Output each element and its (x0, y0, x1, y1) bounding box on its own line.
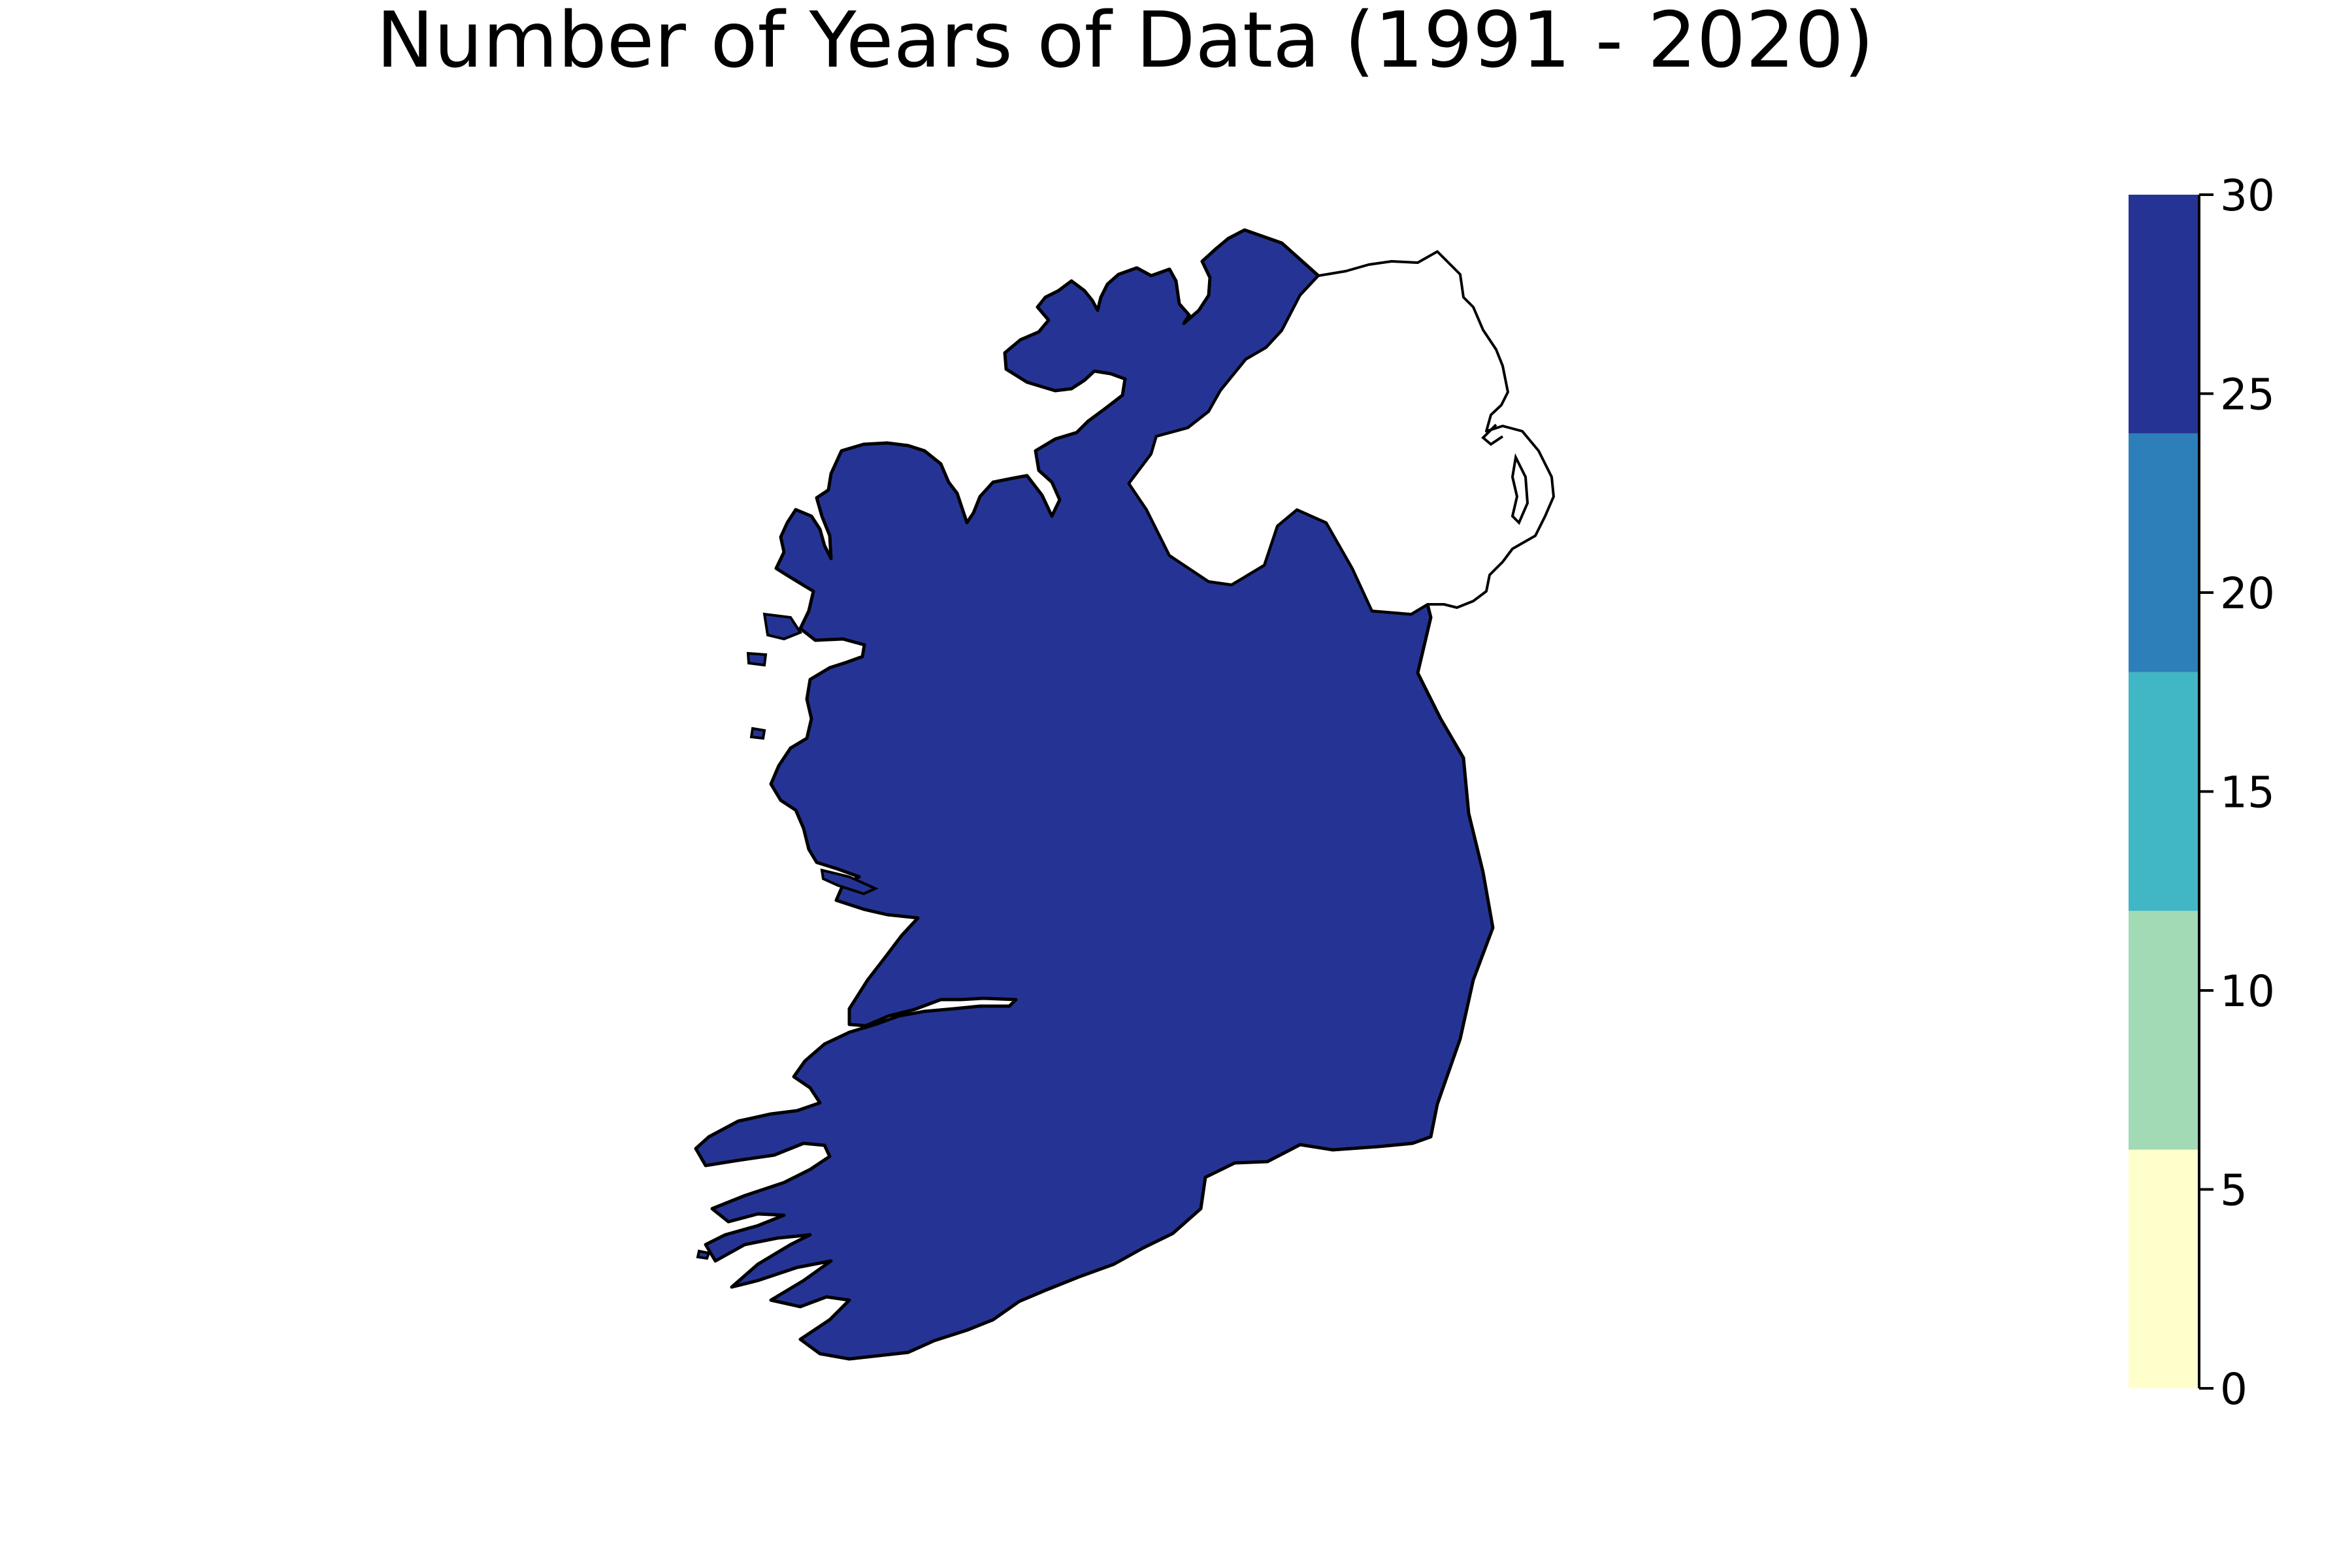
northern-ireland-outline (1128, 250, 1555, 615)
colorbar-bin-0 (2129, 1149, 2199, 1388)
colorbar-tick-label: 15 (2220, 768, 2275, 818)
strangford-lough (1511, 453, 1529, 525)
colorbar-bin-2 (2129, 672, 2199, 911)
inishbofin-island (749, 727, 766, 740)
aran-islands (820, 868, 879, 896)
republic-of-ireland-region (694, 228, 1495, 1361)
colorbar-tick-label: 25 (2220, 370, 2275, 420)
colorbar-tick-label: 5 (2220, 1166, 2247, 1216)
colorbar-bin-1 (2129, 911, 2199, 1150)
belfast-lough (1481, 423, 1504, 446)
colorbar-tick-label: 30 (2220, 171, 2275, 221)
west-cork-island (696, 1249, 711, 1260)
colorbar-tick-label: 10 (2220, 966, 2275, 1017)
colorbar-bin-3 (2129, 433, 2199, 672)
colorbar-tick-label: 0 (2220, 1364, 2247, 1414)
map-title: Number of Years of Data (1991 - 2020) (376, 0, 1874, 85)
colorbar-bin-4 (2129, 195, 2199, 434)
colorbar-tick-label: 20 (2220, 568, 2275, 619)
clare-island (746, 651, 768, 667)
colorbar-legend: 0 5 10 15 20 25 30 (2129, 171, 2275, 1414)
achill-island (762, 612, 803, 641)
